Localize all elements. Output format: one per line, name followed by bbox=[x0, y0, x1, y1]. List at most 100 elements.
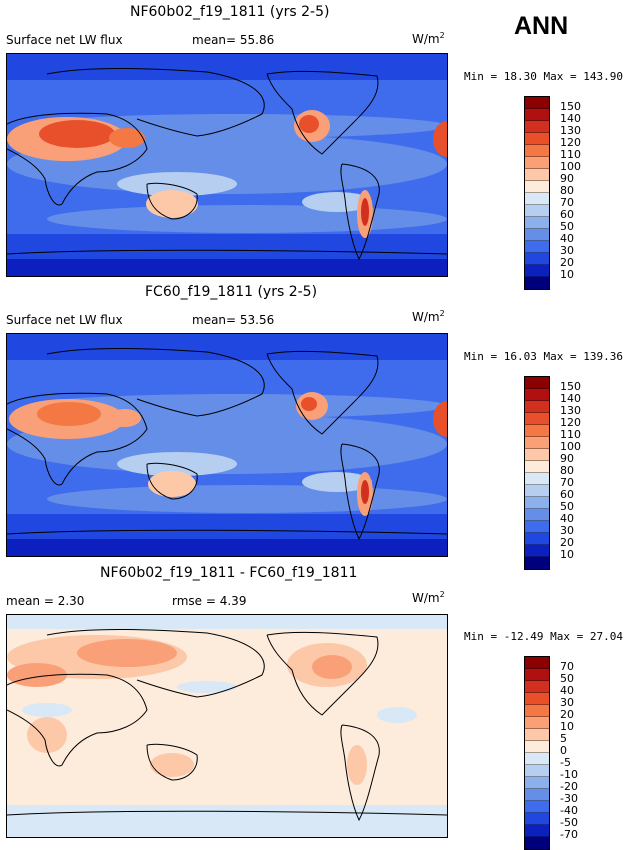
se-pacific-feature bbox=[302, 192, 372, 212]
colorbar-swatch bbox=[525, 277, 549, 289]
colorbar-swatch bbox=[525, 97, 549, 109]
panel-2-map bbox=[6, 333, 448, 557]
panel-1-title: NF60b02_f19_1811 (yrs 2-5) bbox=[130, 4, 330, 20]
colorbar-swatch bbox=[525, 485, 549, 497]
colorbar-tick: -70 bbox=[560, 828, 578, 841]
antarctic-band bbox=[7, 259, 447, 276]
subtropic-south-band bbox=[47, 205, 447, 233]
colorbar-tick: -10 bbox=[560, 768, 578, 781]
panel-3-rmse-label: rmse = 4.39 bbox=[172, 594, 247, 608]
colorbar-swatch bbox=[525, 133, 549, 145]
na-hot bbox=[312, 655, 352, 679]
antarctic-band bbox=[7, 805, 447, 837]
arctic-band bbox=[7, 615, 447, 629]
colorbar-swatch bbox=[525, 545, 549, 557]
colorbar-swatch bbox=[525, 109, 549, 121]
panel-3-mean-label: mean = 2.30 bbox=[6, 594, 85, 608]
colorbar-swatch bbox=[525, 693, 549, 705]
colorbar-tick: -50 bbox=[560, 816, 578, 829]
colorbar-swatch bbox=[525, 521, 549, 533]
panel-2-units: W/m2 bbox=[412, 309, 445, 324]
colorbar-swatch bbox=[525, 217, 549, 229]
panel-3-colorbar bbox=[524, 656, 550, 850]
colorbar-swatch bbox=[525, 437, 549, 449]
panel-2-map-svg bbox=[7, 334, 447, 556]
colorbar-tick: -30 bbox=[560, 792, 578, 805]
panel-1-variable-label: Surface net LW flux bbox=[6, 33, 123, 47]
cool-patch bbox=[177, 681, 237, 693]
colorbar-tick: 30 bbox=[560, 696, 574, 709]
australia-warm bbox=[150, 753, 194, 777]
sw-us-hot bbox=[301, 397, 317, 411]
colorbar-tick: 90 bbox=[560, 172, 574, 185]
panel-1-map bbox=[6, 53, 448, 277]
colorbar-tick: 40 bbox=[560, 684, 574, 697]
cool-patch bbox=[22, 703, 72, 717]
colorbar-tick: 150 bbox=[560, 380, 581, 393]
colorbar-tick: 100 bbox=[560, 160, 581, 173]
colorbar-tick: 140 bbox=[560, 112, 581, 125]
colorbar-tick: 110 bbox=[560, 148, 581, 161]
andes-warm bbox=[347, 745, 367, 785]
africa-warm bbox=[27, 717, 67, 753]
colorbar-tick: 50 bbox=[560, 220, 574, 233]
colorbar-swatch bbox=[525, 377, 549, 389]
colorbar-tick: 20 bbox=[560, 536, 574, 549]
coastlines bbox=[7, 629, 447, 822]
colorbar-swatch bbox=[525, 801, 549, 813]
colorbar-swatch bbox=[525, 401, 549, 413]
panel-1-colorbar bbox=[524, 96, 550, 290]
colorbar-swatch bbox=[525, 557, 549, 569]
antarctic-band bbox=[7, 539, 447, 556]
colorbar-swatch bbox=[525, 509, 549, 521]
colorbar-swatch bbox=[525, 449, 549, 461]
panel-1-map-svg bbox=[7, 54, 447, 276]
panel-1-minmax: Min = 18.30 Max = 143.90 bbox=[464, 70, 623, 83]
colorbar-tick: 20 bbox=[560, 708, 574, 721]
colorbar-swatch bbox=[525, 241, 549, 253]
coastlines bbox=[7, 348, 447, 541]
colorbar-swatch bbox=[525, 741, 549, 753]
panel-3-map-svg bbox=[7, 615, 447, 837]
colorbar-swatch bbox=[525, 265, 549, 277]
se-pacific-feature bbox=[302, 472, 372, 492]
sahara-hot bbox=[37, 402, 101, 426]
colorbar-swatch bbox=[525, 473, 549, 485]
colorbar-swatch bbox=[525, 253, 549, 265]
sw-us-hot bbox=[299, 115, 319, 133]
colorbar-tick: 40 bbox=[560, 512, 574, 525]
subtropic-south-band bbox=[47, 485, 447, 513]
australia-warm bbox=[146, 190, 198, 218]
colorbar-swatch bbox=[525, 789, 549, 801]
colorbar-tick: 90 bbox=[560, 452, 574, 465]
colorbar-swatch bbox=[525, 777, 549, 789]
australia-warm bbox=[148, 471, 196, 497]
colorbar-tick: 70 bbox=[560, 476, 574, 489]
panel-3-map bbox=[6, 614, 448, 838]
sahara-hot bbox=[39, 120, 115, 148]
colorbar-swatch bbox=[525, 181, 549, 193]
coastlines bbox=[7, 68, 447, 261]
colorbar-tick: 70 bbox=[560, 660, 574, 673]
sahara-wrap bbox=[433, 121, 447, 157]
colorbar-swatch bbox=[525, 121, 549, 133]
colorbar-swatch bbox=[525, 169, 549, 181]
colorbar-tick: 100 bbox=[560, 440, 581, 453]
panel-1-mean-label: mean= 55.86 bbox=[192, 33, 275, 47]
colorbar-swatch bbox=[525, 705, 549, 717]
arabia-warm bbox=[109, 409, 141, 427]
andes-hot bbox=[361, 198, 369, 226]
colorbar-swatch bbox=[525, 765, 549, 777]
colorbar-tick: 80 bbox=[560, 184, 574, 197]
sahara-wrap bbox=[433, 401, 447, 437]
season-label: ANN bbox=[514, 12, 569, 40]
colorbar-tick: 70 bbox=[560, 196, 574, 209]
panel-2-title: FC60_f19_1811 (yrs 2-5) bbox=[145, 284, 318, 300]
colorbar-tick: 80 bbox=[560, 464, 574, 477]
colorbar-tick: 130 bbox=[560, 124, 581, 137]
colorbar-swatch bbox=[525, 533, 549, 545]
colorbar-tick: 40 bbox=[560, 232, 574, 245]
panel-3-title: NF60b02_f19_1811 - FC60_f19_1811 bbox=[100, 565, 358, 581]
colorbar-tick: 30 bbox=[560, 524, 574, 537]
panel-2-variable-label: Surface net LW flux bbox=[6, 313, 123, 327]
